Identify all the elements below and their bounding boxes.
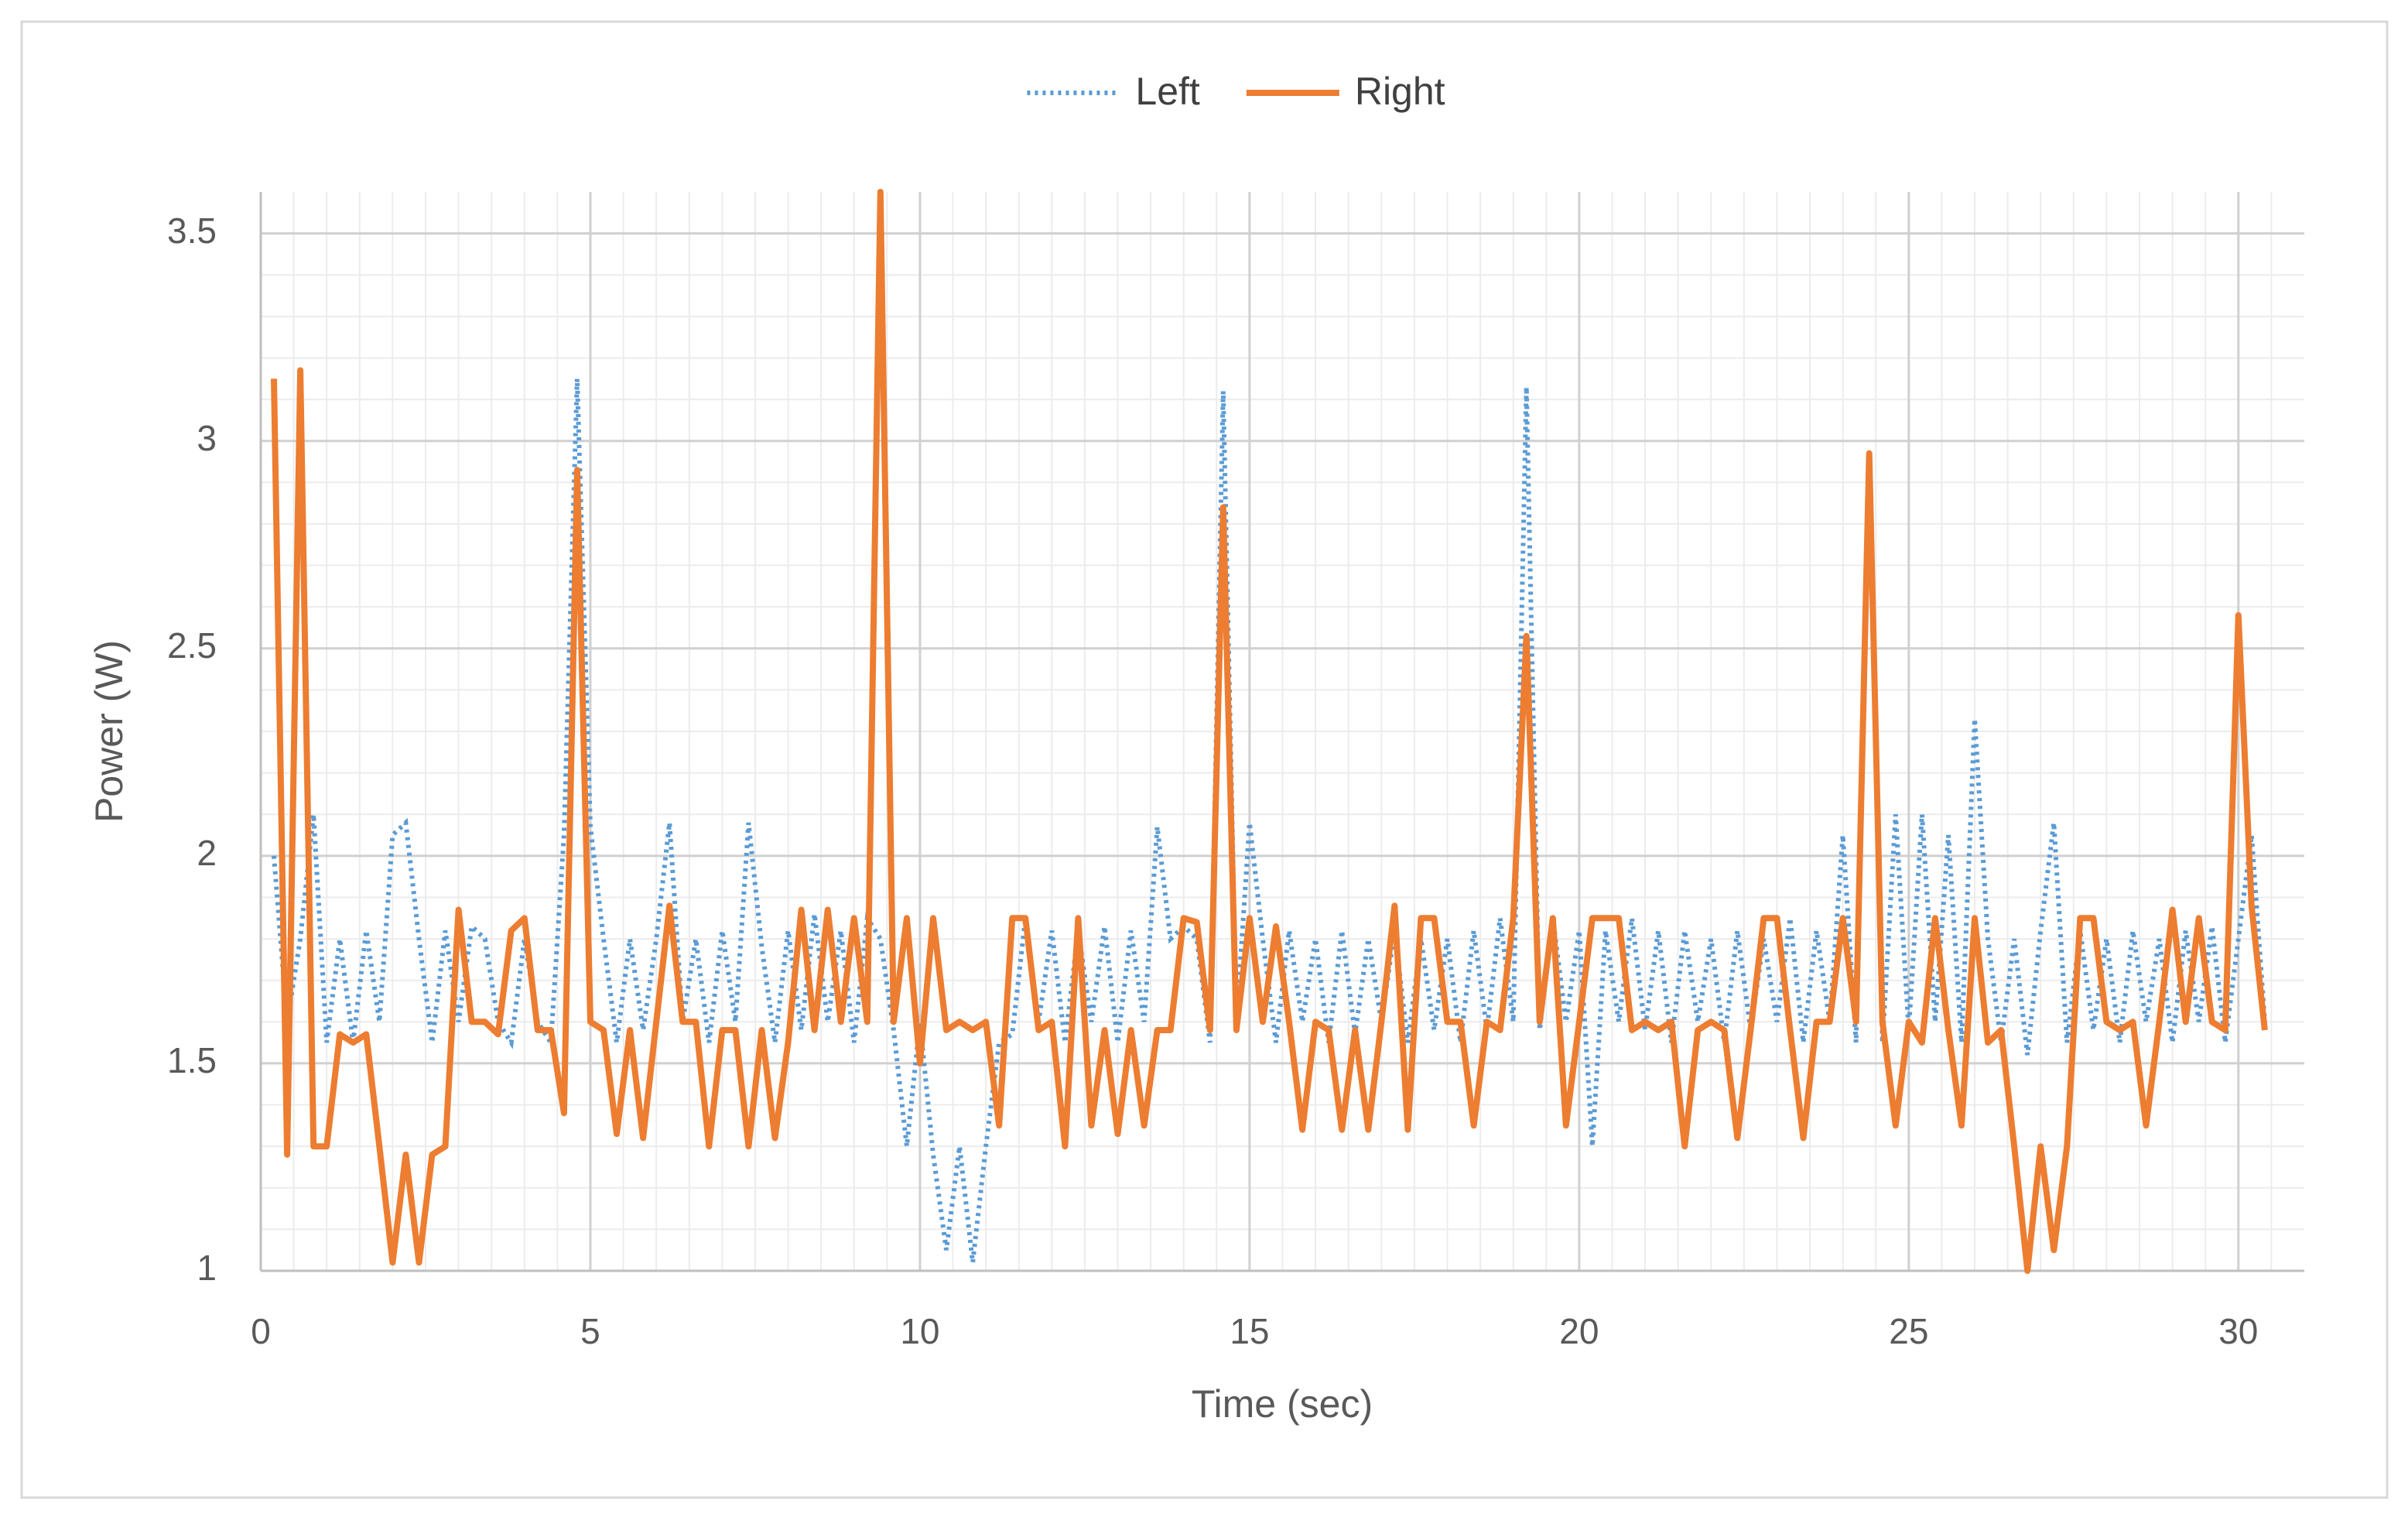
x-tick-label: 30 (2218, 1311, 2258, 1351)
y-tick-label: 2.5 (167, 625, 217, 666)
y-tick-label: 3.5 (167, 211, 217, 251)
labels: 0 5 10 15 20 25 30 1 1.5 2 2.5 3 3.5 (167, 211, 2258, 1351)
x-tick-label: 25 (1889, 1311, 1928, 1351)
x-tick-label: 5 (580, 1311, 600, 1351)
y-tick-label: 2 (197, 833, 217, 873)
chart-frame (20, 20, 2389, 1499)
x-axis-title: Time (sec) (1192, 1382, 1373, 1426)
y-axis-title: Power (W) (87, 640, 131, 823)
x-tick-label: 20 (1559, 1311, 1599, 1351)
y-tick-label: 1.5 (167, 1040, 217, 1080)
series-line (272, 378, 2267, 1263)
legend-text: Right (1355, 70, 1445, 113)
legend-item: Left (1027, 70, 1200, 113)
legend-text: Left (1135, 70, 1200, 113)
x-tick-label: 10 (900, 1311, 939, 1351)
y-tick-label: 3 (197, 418, 217, 458)
series-line (271, 189, 2268, 1274)
plot (271, 189, 2268, 1274)
y-tick-label: 1 (197, 1248, 217, 1288)
legend-item: Right (1246, 70, 1445, 113)
x-tick-label: 15 (1230, 1311, 1269, 1351)
legend: Left Right (1027, 70, 1445, 113)
x-tick-label: 0 (251, 1311, 271, 1351)
